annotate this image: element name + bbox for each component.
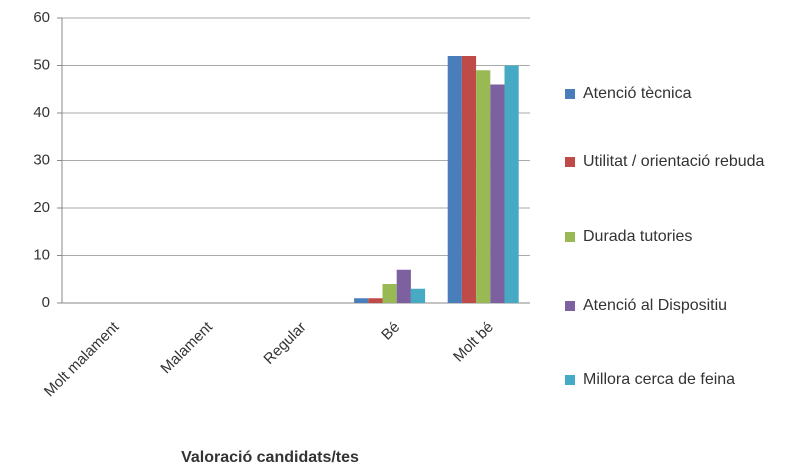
- bar: [504, 65, 519, 303]
- legend-label: Atenció al Dispositiu: [583, 297, 728, 314]
- legend-label: Atenció tècnica: [583, 85, 692, 102]
- legend-swatch: [565, 89, 575, 99]
- x-tick-label: Regular: [260, 319, 309, 368]
- bar: [410, 288, 426, 303]
- y-tick-label: 10: [33, 246, 50, 263]
- x-tick-label: Malament: [157, 318, 216, 377]
- bar: [490, 84, 505, 303]
- legend-label: Utilitat / orientació rebuda: [583, 153, 765, 170]
- legend-swatch: [565, 301, 575, 311]
- legend-swatch: [565, 157, 575, 167]
- y-tick-label: 50: [33, 56, 50, 73]
- bar: [447, 56, 462, 303]
- y-tick-label: 30: [33, 151, 50, 168]
- bar: [368, 298, 383, 303]
- legend-swatch: [565, 232, 575, 242]
- x-tick-label: Bé: [378, 319, 403, 344]
- legend-entry: Atenció tècnica: [565, 82, 780, 106]
- legend-entry: Millora cerca de feina: [565, 368, 780, 392]
- y-tick-label: 20: [33, 199, 50, 216]
- x-tick-label: Molt malament: [41, 318, 123, 400]
- bar: [461, 56, 477, 303]
- y-tick-label: 60: [33, 9, 50, 26]
- x-tick-label: Molt bé: [450, 319, 497, 366]
- bar: [396, 269, 411, 303]
- bar: [476, 70, 491, 303]
- legend-swatch: [565, 375, 575, 385]
- legend-entry: Atenció al Dispositiu: [565, 294, 780, 318]
- x-axis-title: Valoració candidats/tes: [181, 449, 359, 466]
- y-tick-label: 40: [33, 104, 50, 121]
- legend-entry: Durada tutories: [565, 225, 780, 249]
- legend-label: Millora cerca de feina: [583, 371, 736, 388]
- bar: [354, 298, 369, 303]
- y-tick-label: 0: [42, 294, 50, 311]
- legend-label: Durada tutories: [583, 228, 693, 245]
- legend-entry: Utilitat / orientació rebuda: [565, 150, 780, 174]
- bar: [382, 284, 397, 303]
